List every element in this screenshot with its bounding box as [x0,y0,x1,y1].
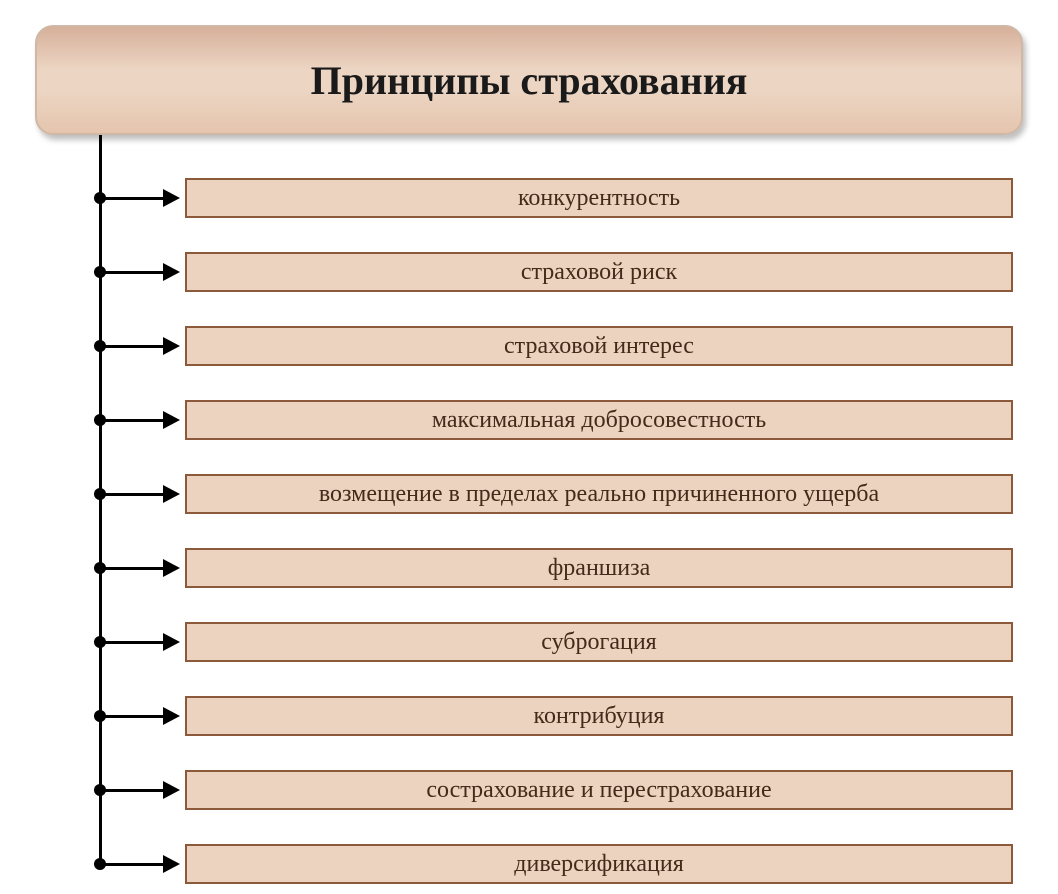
principle-item: страховой риск [185,252,1013,292]
principle-item: страховой интерес [185,326,1013,366]
diagram-title: Принципы страхования [311,57,748,104]
arrow-right-icon [163,263,180,281]
arrow-right-icon [163,337,180,355]
principle-item: конкурентность [185,178,1013,218]
connector-line [100,197,163,200]
connector-line [100,493,163,496]
arrow-right-icon [163,411,180,429]
arrow-right-icon [163,781,180,799]
principle-label: сострахование и перестрахование [426,777,771,804]
connector-line [100,345,163,348]
connector-line [100,641,163,644]
arrow-right-icon [163,633,180,651]
arrow-right-icon [163,559,180,577]
connector-line [100,863,163,866]
principle-item: возмещение в пределах реально причиненно… [185,474,1013,514]
principle-label: страховой риск [521,259,677,286]
diagram-header: Принципы страхования [35,25,1023,135]
principle-label: возмещение в пределах реально причиненно… [319,481,879,508]
principle-label: страховой интерес [504,333,694,360]
principle-item: суброгация [185,622,1013,662]
principle-label: франшиза [548,555,651,582]
arrow-right-icon [163,485,180,503]
connector-line [100,567,163,570]
principle-label: суброгация [541,629,656,656]
principle-label: максимальная добросовестность [432,407,766,434]
connector-line [100,271,163,274]
principle-item: франшиза [185,548,1013,588]
trunk-line [99,135,102,866]
arrow-right-icon [163,855,180,873]
arrow-right-icon [163,707,180,725]
principle-item: максимальная добросовестность [185,400,1013,440]
connector-line [100,715,163,718]
principle-label: конкурентность [518,185,680,212]
principle-label: контрибуция [534,703,665,730]
principle-item: сострахование и перестрахование [185,770,1013,810]
principle-item: диверсификация [185,844,1013,884]
connector-line [100,789,163,792]
arrow-right-icon [163,189,180,207]
insurance-principles-diagram: Принципы страхования конкурентность страх… [20,20,1038,874]
connector-line [100,419,163,422]
principle-label: диверсификация [514,851,683,878]
principle-item: контрибуция [185,696,1013,736]
